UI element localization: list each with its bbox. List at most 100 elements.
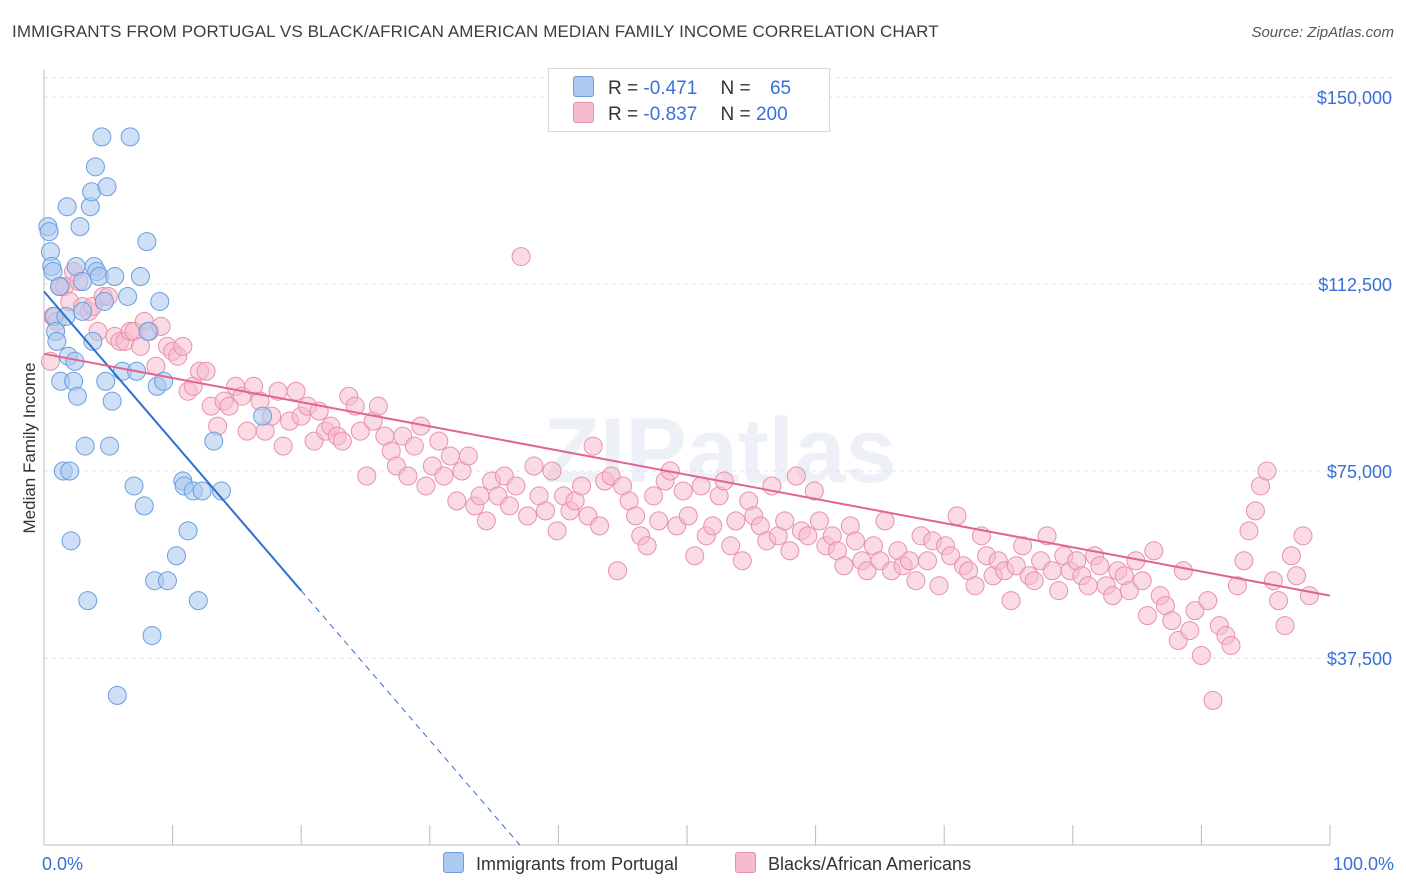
- y-axis-label: Median Family Income: [20, 362, 39, 533]
- data-point-blacks: [583, 436, 603, 456]
- data-point-portugal: [67, 386, 87, 406]
- data-point-blacks: [286, 381, 306, 401]
- data-point-portugal: [188, 591, 208, 611]
- data-point-portugal: [124, 476, 144, 496]
- data-point-blacks: [644, 486, 664, 506]
- data-point-portugal: [61, 531, 81, 551]
- data-point-portugal: [94, 291, 114, 311]
- data-point-portugal: [83, 331, 103, 351]
- chart-title: IMMIGRANTS FROM PORTUGAL VS BLACK/AFRICA…: [12, 22, 939, 41]
- data-point-blacks: [1173, 561, 1193, 581]
- data-point-portugal: [96, 371, 116, 391]
- axes: [43, 70, 1331, 846]
- data-point-blacks: [637, 536, 657, 556]
- data-point-portugal: [78, 591, 98, 611]
- data-point-blacks: [173, 336, 193, 356]
- legend-r-value-portugal: -0.471: [643, 78, 698, 99]
- trend-line-blacks: [43, 352, 1331, 597]
- data-point-portugal: [142, 626, 162, 646]
- legend-n-value-blacks: 200: [755, 104, 788, 125]
- data-point-portugal: [211, 481, 231, 501]
- x-tick-label-max: 100.0%: [1333, 854, 1394, 874]
- data-point-portugal: [178, 521, 198, 541]
- data-point-blacks: [786, 466, 806, 486]
- data-point-portugal: [130, 267, 150, 287]
- data-point-portugal: [134, 496, 154, 516]
- data-point-blacks: [572, 476, 592, 496]
- data-point-blacks: [1037, 526, 1057, 546]
- data-point-blacks: [726, 511, 746, 531]
- y-tick-label: $37,500: [1327, 649, 1392, 669]
- data-point-portugal: [60, 461, 80, 481]
- data-point-blacks: [542, 461, 562, 481]
- x-tick-label-min: 0.0%: [42, 854, 83, 874]
- legend-swatch-blacks: [573, 102, 594, 123]
- data-point-portugal: [85, 157, 105, 177]
- data-point-blacks: [1269, 591, 1289, 611]
- data-point-blacks: [1198, 591, 1218, 611]
- data-point-blacks: [440, 446, 460, 466]
- data-point-portugal: [92, 127, 112, 147]
- data-point-blacks: [691, 476, 711, 496]
- legend-n-label: N =: [720, 78, 751, 99]
- legend-r-label: R =: [608, 104, 639, 125]
- data-point-portugal: [192, 481, 212, 501]
- y-tick-label: $150,000: [1317, 88, 1392, 108]
- y-tick-labels: $37,500 $75,000 $112,500 $150,000: [1317, 88, 1392, 669]
- data-point-portugal: [39, 222, 59, 242]
- data-point-blacks: [804, 481, 824, 501]
- data-point-blacks: [906, 571, 926, 591]
- data-point-blacks: [429, 431, 449, 451]
- data-point-portugal: [120, 127, 140, 147]
- data-point-portugal: [70, 217, 90, 237]
- legend-r-label: R =: [608, 78, 639, 99]
- data-point-portugal: [102, 391, 122, 411]
- data-point-blacks: [1049, 581, 1069, 601]
- data-point-blacks: [273, 436, 293, 456]
- data-point-blacks: [809, 511, 829, 531]
- legend-row-blacks: R = -0.837 N = 200: [573, 102, 788, 126]
- data-point-blacks: [1024, 571, 1044, 591]
- data-point-portugal: [47, 331, 67, 351]
- bottom-legend-swatch-portugal: [443, 852, 464, 873]
- y-tick-label: $75,000: [1327, 462, 1392, 482]
- data-point-blacks: [1221, 636, 1241, 656]
- data-point-blacks: [1137, 606, 1157, 626]
- legend-r-value-blacks: -0.837: [643, 104, 698, 125]
- data-point-blacks: [875, 511, 895, 531]
- data-point-blacks: [917, 551, 937, 571]
- data-point-blacks: [357, 466, 377, 486]
- data-point-blacks: [857, 561, 877, 581]
- data-point-portugal: [204, 431, 224, 451]
- x-tick-labels: 0.0% 100.0%: [42, 854, 1394, 874]
- data-point-blacks: [1042, 561, 1062, 581]
- data-point-blacks: [1144, 541, 1164, 561]
- data-point-blacks: [1162, 611, 1182, 631]
- data-point-blacks: [1287, 566, 1307, 586]
- data-point-blacks: [1180, 621, 1200, 641]
- data-point-blacks: [1257, 461, 1277, 481]
- data-point-blacks: [649, 511, 669, 531]
- data-point-blacks: [470, 486, 490, 506]
- data-point-portugal: [49, 276, 69, 296]
- data-point-blacks: [1103, 586, 1123, 606]
- data-point-blacks: [434, 466, 454, 486]
- data-point-blacks: [1299, 586, 1319, 606]
- data-point-blacks: [1013, 536, 1033, 556]
- data-point-blacks: [965, 576, 985, 596]
- data-point-blacks: [941, 546, 961, 566]
- data-point-blacks: [404, 436, 424, 456]
- data-point-blacks: [1078, 576, 1098, 596]
- data-point-blacks: [899, 551, 919, 571]
- data-point-blacks: [1245, 501, 1265, 521]
- trend-line-portugal-extension: [300, 590, 521, 846]
- data-point-blacks: [237, 421, 257, 441]
- data-point-portugal: [105, 267, 125, 287]
- data-point-blacks: [626, 506, 646, 526]
- data-point-blacks: [524, 456, 544, 476]
- data-point-blacks: [350, 421, 370, 441]
- trend-line-portugal: [43, 290, 302, 592]
- data-point-blacks: [1234, 551, 1254, 571]
- data-point-portugal: [57, 197, 77, 217]
- data-point-blacks: [673, 481, 693, 501]
